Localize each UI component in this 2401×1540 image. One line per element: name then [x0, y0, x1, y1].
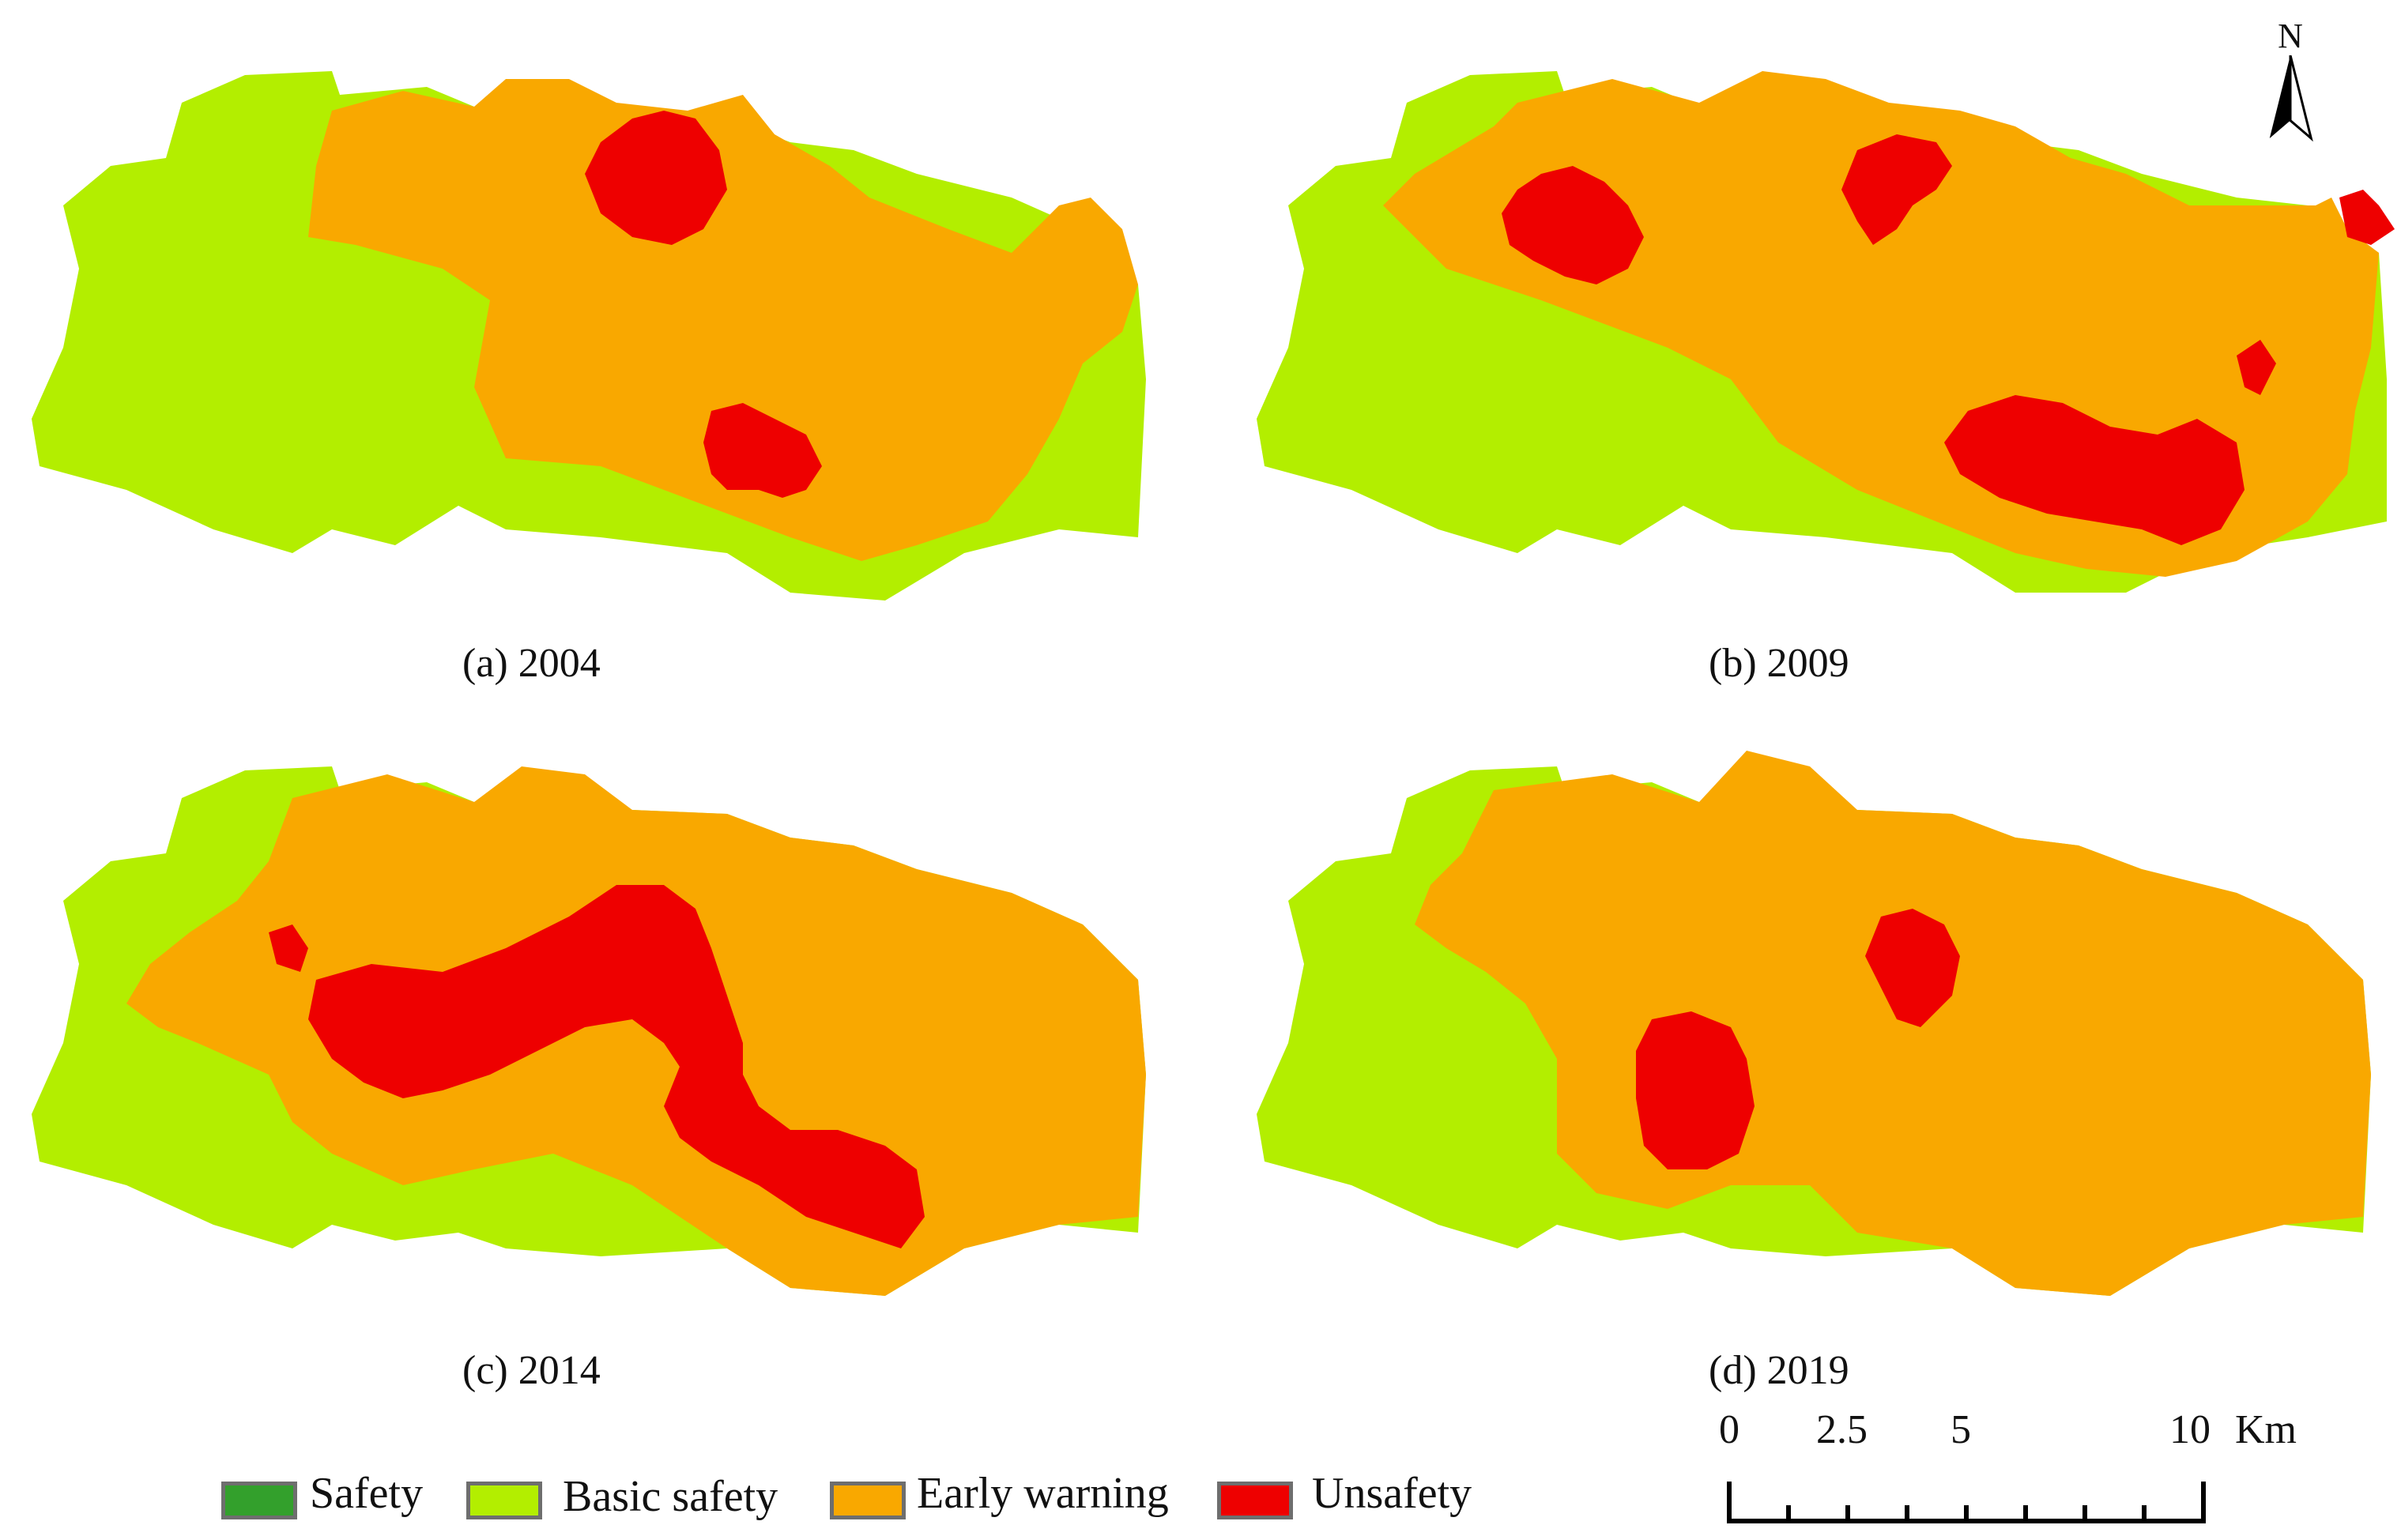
scale-label-10: 10	[2169, 1407, 2211, 1452]
scale-bar	[1727, 1482, 2206, 1523]
map-2004	[32, 71, 1146, 601]
legend-label-early-warning: Early warning	[917, 1469, 1169, 1518]
legend-swatch-basic-safety	[466, 1482, 542, 1519]
region-unsafety-east	[2339, 190, 2395, 245]
legend-swatch-early-warning	[830, 1482, 906, 1519]
region-unsafety-west	[1502, 166, 1644, 284]
legend-swatch-safety	[221, 1482, 297, 1519]
map-2019	[1257, 751, 2371, 1296]
scale-unit: Km	[2235, 1407, 2297, 1452]
legend-label-safety: Safety	[310, 1469, 424, 1518]
caption-2004: (a) 2004	[462, 641, 601, 686]
map-2014	[32, 766, 1146, 1296]
region-early-warning	[1415, 751, 2371, 1296]
map-2009	[1257, 71, 2395, 593]
map-panel-2019	[1257, 743, 2395, 1320]
region-unsafety-south	[703, 403, 822, 498]
region-unsafety-spot	[2237, 340, 2276, 395]
scale-label-2-5: 2.5	[1816, 1407, 1868, 1452]
region-unsafety-west-spot	[269, 924, 308, 972]
map-panel-2004	[32, 47, 1154, 616]
region-unsafety-north	[585, 111, 727, 245]
legend-label-unsafety: Unsafety	[1312, 1469, 1472, 1518]
map-panel-2009	[1257, 47, 2395, 616]
region-unsafety-north	[1841, 134, 1952, 245]
north-arrow-icon	[2269, 55, 2313, 142]
region-unsafety-main	[308, 885, 925, 1248]
region-unsafety-south	[1944, 395, 2245, 545]
map-panel-2014	[32, 743, 1154, 1320]
region-unsafety-north	[1865, 909, 1960, 1027]
caption-2009: (b) 2009	[1709, 641, 1849, 686]
legend-swatch-unsafety	[1217, 1482, 1293, 1519]
region-unsafety-west	[1636, 1011, 1755, 1169]
caption-2019: (d) 2019	[1709, 1348, 1849, 1393]
scale-label-5: 5	[1951, 1407, 1971, 1452]
region-early-warning	[308, 79, 1138, 561]
north-label: N	[2278, 17, 2303, 55]
legend-label-basic-safety: Basic safety	[563, 1472, 778, 1521]
scale-label-0: 0	[1719, 1407, 1740, 1452]
caption-2014: (c) 2014	[462, 1348, 601, 1393]
